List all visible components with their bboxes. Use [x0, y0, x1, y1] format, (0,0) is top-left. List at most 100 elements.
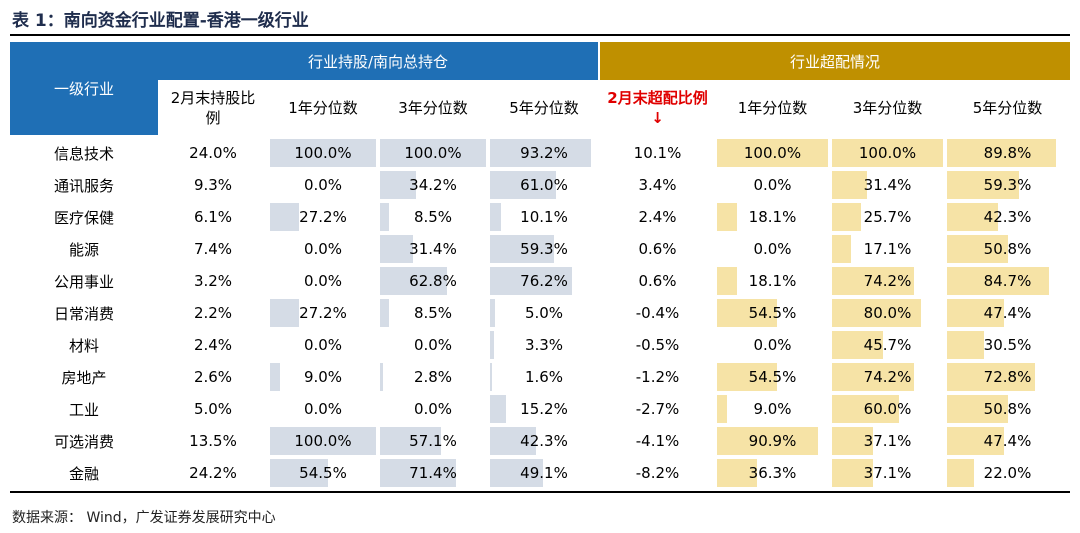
data-bar — [832, 459, 874, 487]
cell-value: 36.3% — [748, 464, 797, 482]
column-header: 1年分位数 — [288, 99, 358, 117]
cell-value: 100.0% — [858, 144, 917, 162]
data-bar — [947, 459, 974, 487]
cell-value: 10.1% — [633, 144, 682, 162]
cell-value: 93.2% — [520, 144, 568, 162]
data-bar — [717, 267, 738, 295]
data-bar — [490, 331, 494, 359]
cell-value: 5.0% — [193, 400, 233, 418]
cell-value: 54.5% — [748, 368, 797, 386]
cell-value: 0.0% — [303, 272, 343, 290]
data-bar — [717, 427, 818, 455]
cell-value: 6.1% — [193, 208, 233, 226]
data-bar — [380, 235, 414, 263]
cell-value: 100.0% — [294, 144, 352, 162]
data-bar — [270, 363, 280, 391]
data-bar — [490, 267, 573, 295]
cell-value: 76.2% — [520, 272, 568, 290]
data-bar — [270, 459, 328, 487]
cell-value: 3.2% — [193, 272, 233, 290]
cell-value: 90.9% — [748, 432, 797, 450]
cell-value: 0.6% — [638, 272, 677, 290]
data-bar — [380, 203, 389, 231]
cell-value: 1.6% — [524, 368, 564, 386]
cell-value: 0.6% — [638, 240, 677, 258]
cell-value: 8.5% — [413, 304, 453, 322]
row-header: 一级行业 — [10, 42, 158, 135]
data-bar — [832, 427, 874, 455]
data-bar — [380, 363, 383, 391]
data-bar — [270, 299, 299, 327]
cell-value: 54.5% — [748, 304, 797, 322]
cell-value: 80.0% — [863, 304, 912, 322]
data-bar — [380, 459, 456, 487]
data-bar — [717, 459, 758, 487]
cell-value: 0.0% — [413, 336, 453, 354]
cell-value: 2.6% — [193, 368, 233, 386]
row-label: 可选消费 — [53, 432, 114, 451]
cell-value: 74.2% — [863, 368, 912, 386]
cell-value: 45.7% — [863, 336, 912, 354]
cell-value: 61.0% — [520, 176, 568, 194]
group-header: 行业超配情况 — [600, 42, 1070, 80]
cell-value: -8.2% — [635, 464, 680, 482]
data-bar — [947, 363, 1036, 391]
data-bar — [947, 395, 1009, 423]
row-label: 材料 — [68, 336, 99, 355]
cell-value: 0.0% — [753, 176, 792, 194]
cell-value: 100.0% — [743, 144, 802, 162]
row-label: 通讯服务 — [53, 176, 114, 195]
data-bar — [490, 171, 556, 199]
data-bar — [832, 395, 899, 423]
cell-value: 0.0% — [303, 336, 343, 354]
data-bar — [832, 331, 883, 359]
row-label: 工业 — [68, 400, 99, 419]
cell-value: 18.1% — [748, 208, 797, 226]
data-bar — [380, 139, 486, 167]
cell-value: 8.5% — [413, 208, 453, 226]
group-header: 行业持股/南向总持仓 — [158, 42, 598, 80]
cell-value: 49.1% — [520, 464, 568, 482]
cell-value: 30.5% — [983, 336, 1032, 354]
cell-value: 0.0% — [303, 240, 343, 258]
cell-value: 2.8% — [413, 368, 453, 386]
column-header: 1年分位数 — [737, 99, 808, 117]
cell-value: 34.2% — [409, 176, 457, 194]
column-header: 3年分位数 — [398, 99, 468, 117]
data-bar — [490, 427, 536, 455]
cell-value: -0.5% — [635, 336, 680, 354]
cell-value: 59.3% — [520, 240, 568, 258]
cell-value: 0.0% — [753, 336, 792, 354]
data-bar — [832, 171, 867, 199]
cell-value: 24.2% — [189, 464, 237, 482]
data-bar — [380, 267, 447, 295]
cell-value: 50.8% — [983, 240, 1032, 258]
column-header: 3年分位数 — [852, 99, 923, 117]
data-bar — [947, 299, 1005, 327]
row-label: 日常消费 — [53, 304, 114, 323]
data-bar — [717, 395, 727, 423]
cell-value: 89.8% — [983, 144, 1032, 162]
cell-value: 18.1% — [748, 272, 797, 290]
cell-value: 2.4% — [193, 336, 233, 354]
cell-value: 2.4% — [638, 208, 677, 226]
cell-value: 50.8% — [983, 400, 1032, 418]
data-bar — [490, 203, 501, 231]
cell-value: 2.2% — [193, 304, 233, 322]
data-bar — [490, 299, 496, 327]
data-bar — [947, 267, 1050, 295]
data-bar — [380, 299, 389, 327]
data-bar — [717, 299, 778, 327]
cell-value: 10.1% — [520, 208, 568, 226]
cell-value: 47.4% — [983, 432, 1032, 450]
data-bar — [947, 427, 1005, 455]
cell-value: -2.7% — [635, 400, 680, 418]
cell-value: 0.0% — [753, 240, 792, 258]
column-header: 5年分位数 — [509, 99, 579, 117]
data-bar — [380, 171, 417, 199]
column-header: 2月末持股比例 — [170, 89, 256, 127]
cell-value: 42.3% — [520, 432, 568, 450]
title: 表 1：南向资金行业配置-香港一级行业 — [12, 11, 309, 31]
data-bar — [947, 203, 999, 231]
